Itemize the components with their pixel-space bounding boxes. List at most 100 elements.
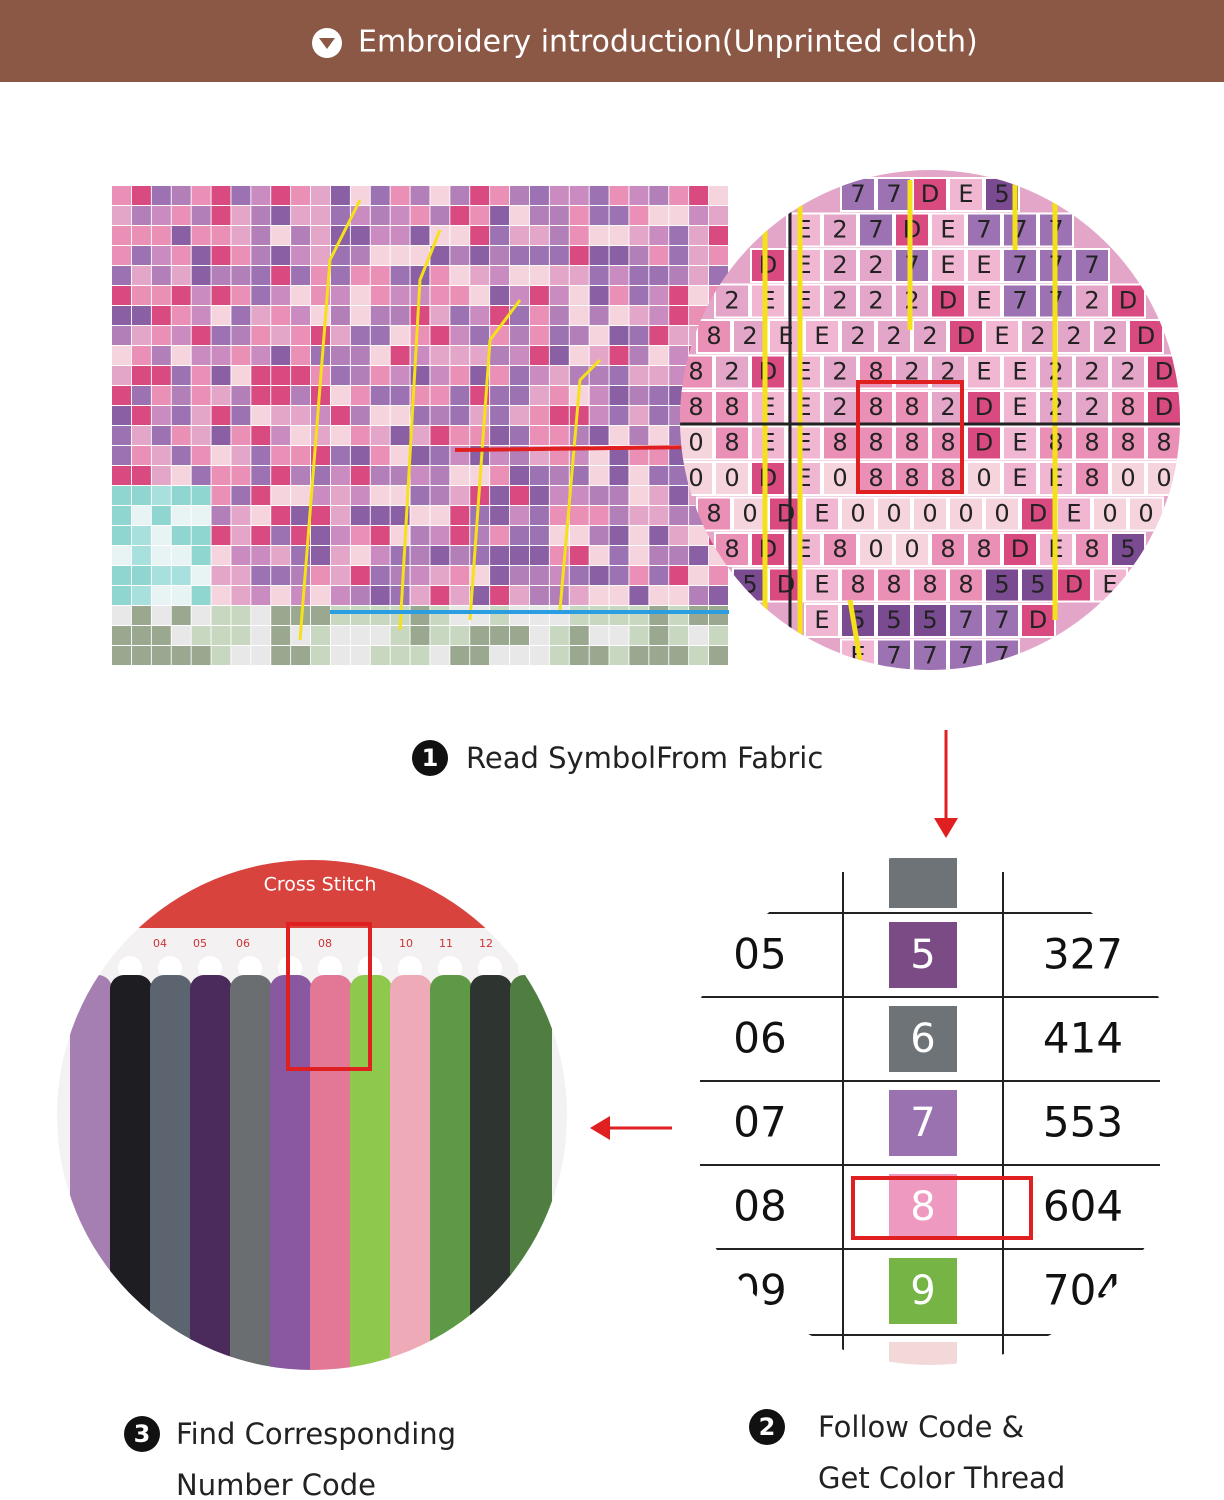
pattern-cell <box>271 386 291 405</box>
pattern-cell <box>131 406 151 425</box>
pattern-cell <box>689 646 709 665</box>
zoom-symbol: 2 <box>868 251 883 279</box>
zoom-symbol: 5 <box>994 180 1009 208</box>
pattern-cell <box>669 466 689 485</box>
pattern-cell <box>191 246 211 265</box>
zoom-symbol: D <box>939 287 957 315</box>
zoom-symbol: 2 <box>940 358 955 386</box>
zoom-cell <box>768 567 804 603</box>
pattern-cell <box>131 526 151 545</box>
pattern-cell <box>390 446 410 465</box>
zoom-cell <box>732 319 768 354</box>
zoom-symbol: 8 <box>832 535 847 563</box>
zoom-symbol: 8 <box>940 429 955 457</box>
pattern-cell <box>271 426 291 445</box>
pattern-cell <box>629 506 649 525</box>
pattern-cell <box>450 426 470 445</box>
pattern-cell <box>151 186 171 205</box>
pattern-cell <box>510 586 529 605</box>
pattern-cell <box>410 426 430 445</box>
pattern-cell <box>112 286 131 305</box>
pattern-cell <box>490 186 510 205</box>
zoom-symbol: E <box>940 216 955 244</box>
pattern-cell <box>171 646 191 665</box>
pattern-cell <box>430 506 450 525</box>
pattern-cell <box>629 206 649 225</box>
pattern-cell <box>450 506 470 525</box>
pattern-cell <box>311 206 330 225</box>
pattern-cell <box>510 366 529 385</box>
pattern-cell <box>330 566 350 585</box>
pattern-cell <box>231 186 251 205</box>
pattern-cell <box>569 526 589 545</box>
pattern-cell <box>569 546 589 565</box>
zoom-cell <box>1092 319 1128 354</box>
pattern-cell <box>669 266 689 285</box>
pattern-cell <box>330 466 350 485</box>
pattern-cell <box>131 546 151 565</box>
pattern-cell <box>112 626 131 645</box>
pattern-cell <box>231 646 251 665</box>
pattern-cell <box>629 406 649 425</box>
pattern-cell <box>112 566 131 585</box>
slot-number: 12 <box>479 937 493 950</box>
pattern-cell <box>231 466 251 485</box>
pattern-cell <box>370 526 390 545</box>
pattern-cell <box>410 386 430 405</box>
zoom-symbol: 8 <box>922 571 937 599</box>
pattern-cell <box>529 266 549 285</box>
pattern-cell <box>211 406 231 425</box>
pattern-cell <box>589 566 609 585</box>
pattern-cell <box>649 606 669 625</box>
pattern-cell <box>529 286 549 305</box>
pattern-outline <box>298 199 362 641</box>
pattern-cell <box>490 606 510 625</box>
zoom-cell <box>750 283 786 319</box>
pattern-cell <box>271 246 291 265</box>
zoom-symbol: 8 <box>868 393 883 421</box>
pattern-cell <box>510 406 529 425</box>
pattern-cell <box>390 246 410 265</box>
pattern-cell <box>151 406 171 425</box>
pattern-cell <box>510 386 529 405</box>
pattern-cell <box>430 426 450 445</box>
pattern-cell <box>669 586 689 605</box>
slot-number: 06 <box>236 937 250 950</box>
pattern-cell <box>311 326 330 345</box>
pattern-cell <box>330 426 350 445</box>
pattern-cell <box>330 406 350 425</box>
zoom-symbol: E <box>976 358 991 386</box>
thread-strand <box>270 975 312 1370</box>
pattern-cell <box>490 406 510 425</box>
zoom-symbol: 7 <box>994 606 1009 634</box>
pattern-cell <box>450 186 470 205</box>
zoom-symbol: 0 <box>1156 464 1171 492</box>
zoom-symbol: E <box>940 251 955 279</box>
zoom-symbol: 2 <box>742 322 757 350</box>
pattern-cell <box>510 286 529 305</box>
pattern-cell <box>311 406 330 425</box>
pattern-cell <box>569 226 589 245</box>
pattern-cell <box>410 466 430 485</box>
pattern-cell <box>549 346 569 365</box>
pattern-cell <box>231 566 251 585</box>
pattern-cell <box>171 266 191 285</box>
zoom-symbol: 2 <box>850 322 865 350</box>
pattern-cell <box>151 226 171 245</box>
pattern-cell <box>549 486 569 505</box>
pattern-cell <box>112 386 131 405</box>
zoom-cell <box>876 496 912 532</box>
pattern-cell <box>151 566 171 585</box>
zoom-symbol: 8 <box>724 429 739 457</box>
thread-number: 604 <box>1043 1182 1123 1231</box>
pattern-cell <box>450 586 470 605</box>
pattern-cell <box>529 546 549 565</box>
pattern-cell <box>629 466 649 485</box>
pattern-cell <box>569 286 589 305</box>
pattern-cell <box>490 426 510 445</box>
zoom-cell <box>912 603 948 638</box>
zoom-cell <box>822 354 858 390</box>
pattern-cell <box>689 586 709 605</box>
pattern-cell <box>350 606 370 625</box>
pattern-cell <box>350 486 370 505</box>
